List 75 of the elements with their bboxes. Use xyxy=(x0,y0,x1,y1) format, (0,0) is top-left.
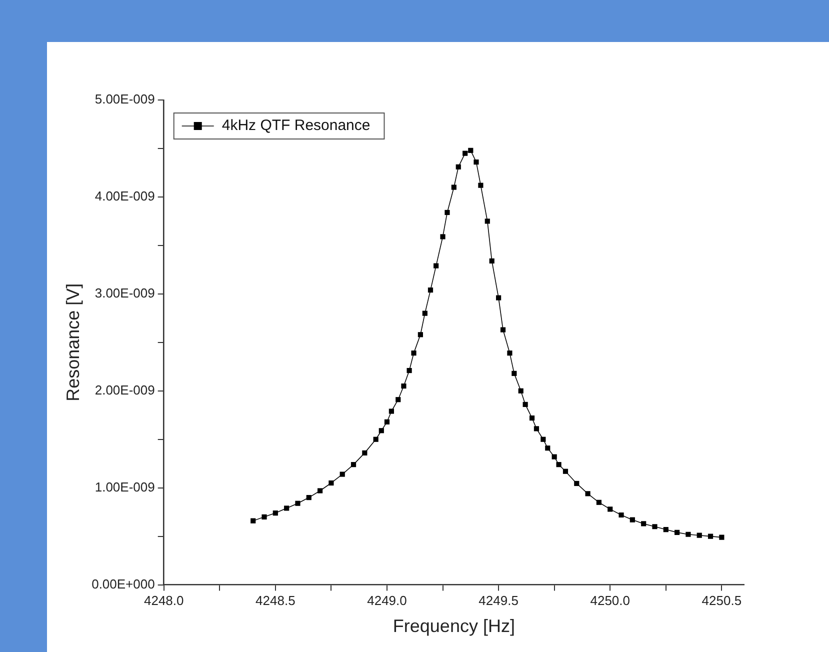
x-tick-label: 4250.5 xyxy=(702,593,742,608)
point xyxy=(456,164,461,170)
point xyxy=(545,446,550,451)
point xyxy=(250,518,256,524)
y-tick-label: 0.00E+000 xyxy=(92,576,155,592)
point xyxy=(350,462,356,468)
point xyxy=(440,234,446,240)
point xyxy=(522,402,528,407)
point xyxy=(556,462,562,468)
point xyxy=(674,530,680,535)
point xyxy=(608,506,613,512)
point xyxy=(462,150,468,156)
point xyxy=(478,182,484,188)
x-axis-title: Frequency [Hz] xyxy=(392,616,515,636)
point xyxy=(295,500,300,506)
y-tick-label: 5.00E-009 xyxy=(94,92,155,107)
x-tick-label: 4248.5 xyxy=(256,593,296,608)
point xyxy=(534,426,540,432)
point xyxy=(328,480,334,486)
point xyxy=(585,491,590,496)
point xyxy=(540,436,546,442)
point xyxy=(500,327,506,332)
legend-label: 4kHz QTF Resonance xyxy=(222,117,370,134)
point xyxy=(418,332,424,338)
point xyxy=(434,263,439,268)
point xyxy=(652,524,658,530)
point xyxy=(373,436,378,442)
point xyxy=(484,218,490,224)
point xyxy=(284,506,290,511)
point xyxy=(630,517,635,522)
point xyxy=(401,383,406,389)
point xyxy=(451,184,456,190)
y-tick-label: 1.00E-009 xyxy=(94,479,155,494)
point xyxy=(306,494,312,500)
point xyxy=(596,500,602,505)
point xyxy=(388,408,394,414)
point xyxy=(562,468,568,474)
x-tick-label: 4248.0 xyxy=(144,593,184,608)
point xyxy=(428,287,434,293)
point xyxy=(396,397,401,402)
point xyxy=(663,526,668,532)
y-axis-title: Resonance [V] xyxy=(62,283,83,402)
point xyxy=(468,148,474,153)
point xyxy=(318,488,323,494)
point xyxy=(272,510,278,516)
point xyxy=(618,512,624,518)
y-tick-label: 2.00E-009 xyxy=(94,382,155,398)
point xyxy=(529,415,535,421)
point xyxy=(512,370,517,376)
point xyxy=(444,210,450,216)
x-tick-label: 4249.5 xyxy=(478,593,518,608)
point xyxy=(422,310,428,316)
point xyxy=(411,350,416,356)
point xyxy=(686,532,691,537)
y-tick-label: 3.00E-009 xyxy=(94,286,155,300)
point xyxy=(489,258,494,264)
point xyxy=(708,534,714,539)
point xyxy=(378,428,384,434)
point xyxy=(262,514,267,520)
x-tick-label: 4249.0 xyxy=(367,593,407,608)
x-tick-label: 4250.0 xyxy=(590,593,630,608)
point xyxy=(507,350,512,356)
point xyxy=(362,450,368,456)
point xyxy=(552,454,557,460)
y-tick-label: 4.00E-009 xyxy=(94,188,155,204)
point xyxy=(641,521,646,526)
point xyxy=(474,160,479,165)
point xyxy=(496,295,502,300)
point xyxy=(340,472,345,477)
point xyxy=(719,534,724,540)
point xyxy=(518,388,524,394)
point xyxy=(574,480,580,486)
point xyxy=(406,368,412,374)
point xyxy=(696,532,702,538)
point xyxy=(384,419,390,424)
